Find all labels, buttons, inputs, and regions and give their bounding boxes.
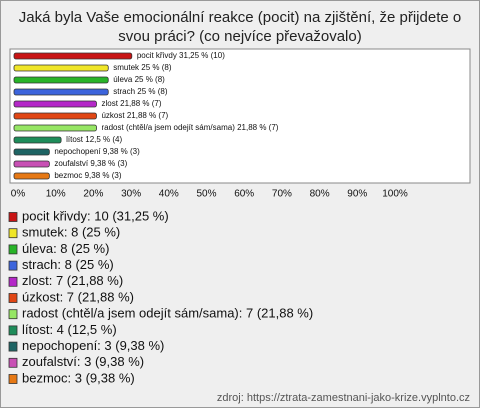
x-tick-label: 90% bbox=[347, 189, 367, 200]
bar bbox=[13, 88, 109, 96]
legend-swatch bbox=[8, 244, 18, 255]
legend-label: úleva: 8 (25 %) bbox=[22, 241, 109, 256]
legend-label: smutek: 8 (25 %) bbox=[22, 225, 120, 240]
bar-label: smutek 25 % (8) bbox=[113, 63, 172, 72]
bar bbox=[13, 112, 97, 120]
bar-label: bezmoc 9,38 % (3) bbox=[54, 171, 121, 180]
bar-label: zlost 21,88 % (7) bbox=[101, 99, 161, 108]
legend-swatch bbox=[8, 228, 18, 239]
bar-label: úzkost 21,88 % (7) bbox=[101, 111, 168, 120]
x-tick-label: 40% bbox=[159, 189, 179, 200]
legend-label: zlost: 7 (21,88 %) bbox=[22, 273, 123, 288]
x-tick-label: 60% bbox=[234, 189, 254, 200]
legend-swatch bbox=[8, 309, 18, 320]
x-tick-label: 20% bbox=[83, 189, 103, 200]
legend-swatch bbox=[8, 325, 18, 336]
legend-swatch bbox=[8, 260, 18, 271]
bar-label: úleva 25 % (8) bbox=[113, 75, 165, 84]
legend-label: radost (chtěl/a jsem odejít sám/sama): 7… bbox=[22, 306, 313, 321]
x-tick-label: 50% bbox=[196, 189, 216, 200]
bar bbox=[13, 64, 109, 72]
x-tick-label: 0% bbox=[11, 189, 26, 200]
x-tick-label: 80% bbox=[310, 189, 330, 200]
legend-swatch bbox=[8, 212, 18, 222]
x-tick-label: 70% bbox=[272, 189, 292, 200]
bar-label: pocit křivdy 31,25 % (10) bbox=[137, 51, 225, 60]
bar bbox=[13, 172, 50, 180]
legend-label: úzkost: 7 (21,88 %) bbox=[22, 289, 134, 304]
legend-swatch bbox=[8, 357, 18, 368]
bar bbox=[13, 100, 97, 108]
legend-label: strach: 8 (25 %) bbox=[22, 257, 114, 272]
bar bbox=[13, 148, 50, 156]
x-tick-label: 100% bbox=[382, 189, 408, 200]
bar-label: nepochopení 9,38 % (3) bbox=[54, 147, 140, 156]
legend-swatch bbox=[8, 293, 18, 303]
legend-label: lítost: 4 (12,5 %) bbox=[22, 322, 117, 337]
legend-swatch bbox=[8, 341, 18, 352]
bar bbox=[13, 136, 62, 144]
legend-swatch bbox=[8, 374, 18, 384]
legend-label: pocit křivdy: 10 (31,25 %) bbox=[22, 208, 169, 223]
bar bbox=[13, 76, 109, 84]
bar-label: lítost 12,5 % (4) bbox=[66, 135, 122, 144]
chart-title: Jaká byla Vaše emocionální reakce (pocit… bbox=[18, 9, 462, 45]
source: zdroj: https://ztrata-zamestnani-jako-kr… bbox=[217, 392, 470, 404]
legend-swatch bbox=[8, 276, 18, 287]
bar bbox=[13, 124, 97, 132]
bar-label: zoufalství 9,38 % (3) bbox=[54, 159, 127, 168]
legend-label: bezmoc: 3 (9,38 %) bbox=[22, 370, 135, 385]
bar bbox=[13, 52, 133, 60]
bar bbox=[13, 160, 50, 168]
legend-label: nepochopení: 3 (9,38 %) bbox=[22, 338, 164, 353]
bar-label: radost (chtěl/a jsem odejít sám/sama) 21… bbox=[101, 123, 278, 132]
x-tick-label: 30% bbox=[121, 189, 141, 200]
legend-label: zoufalství: 3 (9,38 %) bbox=[22, 354, 144, 369]
bar-label: strach 25 % (8) bbox=[113, 87, 168, 96]
x-tick-label: 10% bbox=[46, 189, 66, 200]
